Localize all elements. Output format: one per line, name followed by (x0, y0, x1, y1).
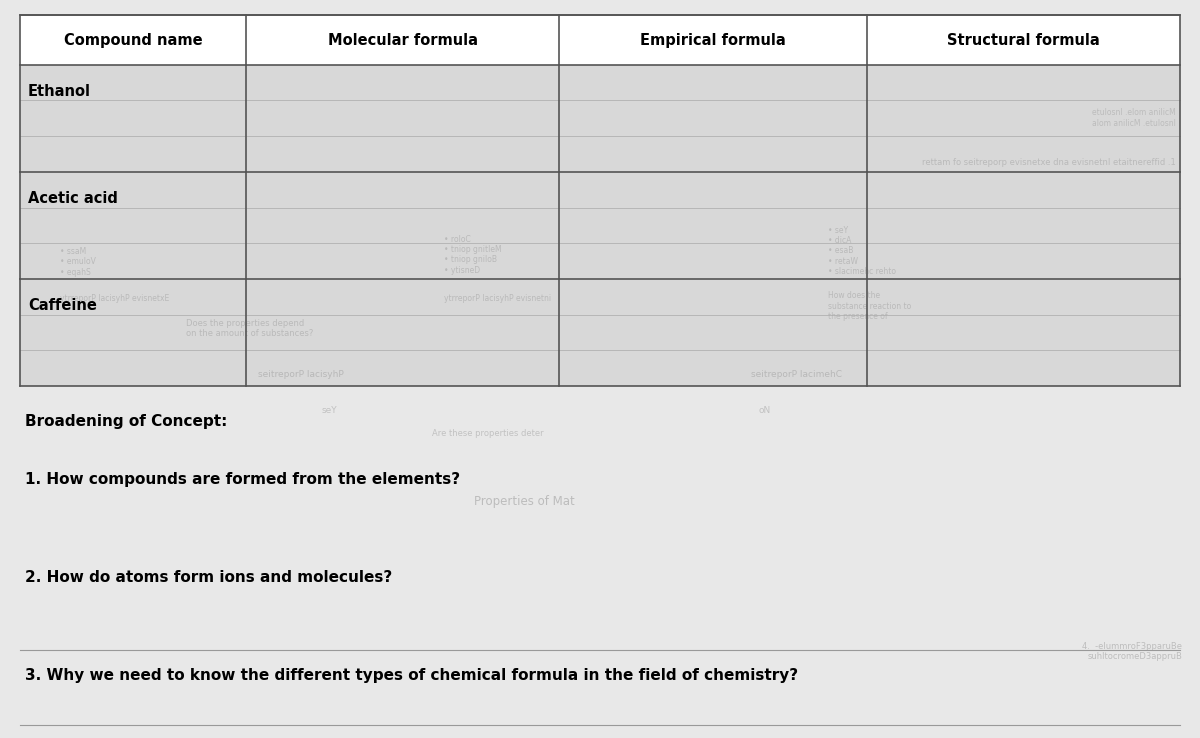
Text: seitreporP lacimehC: seitreporP lacimehC (751, 370, 842, 379)
Text: ytrreporP lacisyhP evisnetni: ytrreporP lacisyhP evisnetni (444, 294, 551, 303)
Text: Empirical formula: Empirical formula (641, 32, 786, 47)
Text: • ssaM
• emuloV
• eqahS: • ssaM • emuloV • eqahS (60, 247, 96, 277)
Text: Ethanol: Ethanol (28, 84, 91, 100)
Text: oN: oN (758, 406, 770, 415)
Text: seitreporP lacisyhP: seitreporP lacisyhP (258, 370, 343, 379)
Text: • roloC
• tniop gnitleM
• tniop gniloB
• ytisneD: • roloC • tniop gnitleM • tniop gniloB •… (444, 235, 502, 275)
Text: Properties of Mat: Properties of Mat (474, 495, 575, 508)
Bar (20, 15, 1180, 65)
Text: How does the
substance reaction to
the presence of: How does the substance reaction to the p… (828, 292, 911, 321)
Text: Structural formula: Structural formula (947, 32, 1099, 47)
Text: rettam fo seitreporp evisnetxe dna evisnetnI etaitnereffid .1: rettam fo seitreporp evisnetxe dna evisn… (923, 158, 1176, 167)
Bar (20, 15, 1180, 65)
Text: seY: seY (322, 406, 337, 415)
Text: 1. How compounds are formed from the elements?: 1. How compounds are formed from the ele… (25, 472, 460, 487)
Text: 2. How do atoms form ions and molecules?: 2. How do atoms form ions and molecules? (25, 570, 392, 585)
Text: Caffeine: Caffeine (28, 298, 97, 314)
Text: 3. Why we need to know the different types of chemical formula in the field of c: 3. Why we need to know the different typ… (25, 668, 798, 683)
Text: • seY
• dicA
• esaB
• retaW
• slacimehc rehto: • seY • dicA • esaB • retaW • slacimehc … (828, 226, 896, 276)
Text: Are these properties deter: Are these properties deter (432, 429, 544, 438)
Bar (20, 15, 1180, 386)
Text: Molecular formula: Molecular formula (328, 32, 478, 47)
Text: Broadening of Concept:: Broadening of Concept: (25, 414, 227, 430)
Text: 4.  -elummroF3pparuBe
suhltocromeD3appruB: 4. -elummroF3pparuBe suhltocromeD3appruB (1082, 642, 1182, 661)
Text: Acetic acid: Acetic acid (28, 191, 118, 207)
Text: Compound name: Compound name (64, 32, 203, 47)
Text: ytrreporP lacisyhP evisnetxE: ytrreporP lacisyhP evisnetxE (60, 294, 169, 303)
Text: Does the properties depend
on the amount of substances?: Does the properties depend on the amount… (186, 319, 313, 338)
Text: etulosnI .elom anilicM
alom anilicM .etulosnI: etulosnI .elom anilicM alom anilicM .etu… (1092, 108, 1176, 128)
